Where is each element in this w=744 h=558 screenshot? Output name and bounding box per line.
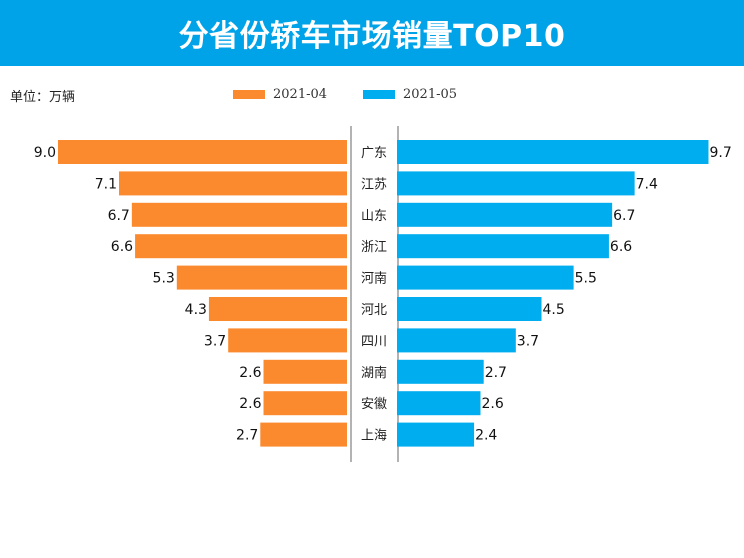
bar-2021-04-7	[228, 328, 347, 353]
legend-label-2021-05: 2021-05	[403, 86, 458, 102]
bar-2021-04-4	[135, 234, 347, 259]
bar-2021-05-4	[397, 234, 609, 259]
legend-swatch-2021-05	[363, 89, 395, 99]
bar-2021-05-1	[397, 140, 709, 164]
bar-2021-04-3	[131, 202, 347, 227]
category-label-1: 广东	[361, 146, 387, 161]
unit-label: 单位：万辆	[10, 90, 76, 105]
legend-label-2021-04: 2021-04	[273, 86, 328, 102]
category-label-10: 上海	[361, 429, 387, 444]
bar-2021-05-5	[397, 265, 574, 290]
legend-item-2021-04: 2021-04	[233, 86, 327, 102]
bar-2021-05-6	[397, 297, 542, 321]
value-label-2021-05-7: 3.7	[517, 333, 539, 349]
bar-2021-05-8	[397, 359, 484, 384]
value-label-2021-05-8: 2.7	[485, 365, 507, 381]
value-label-2021-04-6: 4.3	[185, 302, 207, 318]
value-label-2021-05-5: 5.5	[575, 271, 597, 287]
bar-2021-05-10	[397, 422, 475, 447]
category-label-8: 湖南	[361, 365, 387, 381]
category-label-4: 浙江	[361, 240, 387, 255]
value-label-2021-04-7: 3.7	[204, 333, 226, 349]
category-label-2: 江苏	[361, 176, 387, 192]
chart-title: 分省份轿车市场销量TOP10	[178, 19, 566, 54]
category-label-9: 安徽	[361, 397, 387, 412]
value-label-2021-05-10: 2.4	[475, 428, 497, 444]
category-label-5: 河南	[361, 271, 387, 287]
category-label-6: 河北	[361, 303, 387, 318]
category-label-3: 山东	[361, 209, 387, 224]
value-label-2021-04-8: 2.6	[239, 365, 261, 381]
bar-2021-04-2	[119, 171, 347, 196]
value-label-2021-05-6: 4.5	[543, 302, 565, 318]
bar-2021-05-7	[397, 328, 516, 353]
value-label-2021-05-2: 7.4	[636, 176, 658, 192]
bar-2021-04-5	[176, 265, 347, 290]
legend-swatch-2021-04	[233, 89, 265, 99]
value-label-2021-04-9: 2.6	[239, 396, 261, 412]
value-label-2021-04-3: 6.7	[108, 208, 130, 224]
value-label-2021-04-10: 2.7	[236, 428, 258, 444]
title-bar: 分省份轿车市场销量TOP10	[0, 0, 744, 66]
value-label-2021-05-9: 2.6	[481, 396, 503, 412]
value-label-2021-05-1: 9.7	[709, 145, 731, 161]
bar-2021-04-6	[208, 297, 347, 321]
bar-2021-04-1	[58, 140, 347, 164]
bar-2021-05-2	[397, 171, 635, 196]
bar-2021-05-9	[397, 391, 481, 416]
value-label-2021-04-4: 6.6	[111, 239, 133, 255]
value-label-2021-04-5: 5.3	[153, 271, 175, 287]
category-label-7: 四川	[361, 334, 387, 349]
value-label-2021-04-2: 7.1	[95, 176, 117, 192]
value-label-2021-05-3: 6.7	[613, 208, 635, 224]
legend-item-2021-05: 2021-05	[363, 86, 457, 102]
bar-2021-04-9	[263, 391, 347, 416]
value-label-2021-04-1: 9.0	[34, 145, 56, 161]
value-label-2021-05-4: 6.6	[610, 239, 632, 255]
bar-2021-04-8	[263, 359, 347, 384]
bar-2021-04-10	[260, 422, 347, 447]
bar-2021-05-3	[397, 202, 613, 227]
